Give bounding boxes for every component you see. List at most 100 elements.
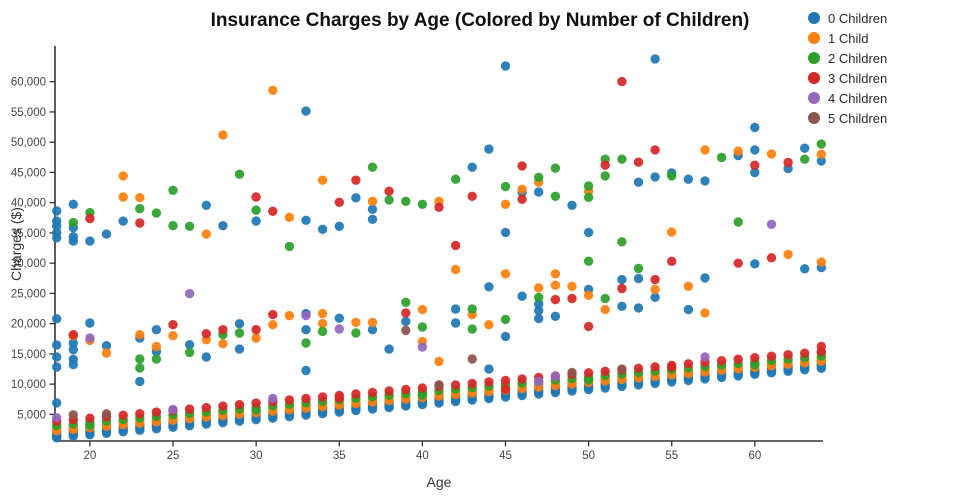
- data-point: [434, 356, 444, 367]
- data-point: [118, 171, 128, 181]
- data-point: [816, 341, 826, 352]
- data-point: [650, 172, 660, 182]
- data-point: [367, 204, 378, 214]
- y-tick-label: 45,000: [11, 167, 46, 179]
- data-point: [783, 157, 793, 168]
- legend-marker-icon: [808, 12, 820, 24]
- data-point: [617, 283, 627, 294]
- data-point: [151, 341, 162, 352]
- data-point: [218, 325, 228, 335]
- data-point: [500, 227, 511, 238]
- series-4-children: [52, 219, 777, 423]
- axes: 20 25 30 35 40 45 50 55 60 5,000 10,000 15,000 20,00…: [11, 46, 823, 462]
- data-point: [750, 353, 760, 363]
- data-point: [733, 146, 743, 156]
- data-point: [384, 386, 394, 396]
- data-point: [600, 293, 610, 304]
- data-point: [550, 269, 561, 279]
- data-point: [633, 177, 644, 187]
- data-point: [301, 338, 311, 348]
- data-point: [101, 348, 112, 358]
- data-point: [683, 359, 694, 369]
- data-point: [351, 317, 361, 328]
- data-point: [351, 328, 361, 338]
- data-point: [85, 413, 95, 423]
- data-point: [550, 294, 561, 305]
- data-point: [500, 199, 511, 209]
- data-point: [85, 318, 95, 328]
- data-point: [650, 274, 660, 285]
- data-point: [52, 352, 62, 362]
- y-tick-label: 25,000: [11, 288, 46, 300]
- data-point: [334, 197, 344, 207]
- data-point: [218, 221, 228, 231]
- legend-label: 2 Children: [828, 50, 888, 66]
- data-point: [85, 236, 95, 246]
- data-point: [800, 348, 810, 358]
- data-point: [101, 341, 112, 351]
- data-point: [700, 308, 710, 318]
- data-point: [766, 351, 777, 361]
- legend-item-5-children[interactable]: 5 Children: [808, 108, 887, 128]
- legend-item-3-children[interactable]: 3 Children: [808, 68, 887, 88]
- data-point: [68, 217, 79, 228]
- data-point: [135, 204, 145, 214]
- legend-item-2-children[interactable]: 2 Children: [808, 48, 887, 68]
- data-point: [68, 232, 79, 242]
- data-point: [800, 264, 810, 274]
- data-point: [700, 176, 710, 186]
- data-point: [567, 293, 577, 304]
- data-point: [234, 319, 245, 329]
- data-point: [750, 145, 760, 155]
- x-tick-label: 40: [416, 450, 429, 462]
- data-point: [550, 371, 561, 382]
- x-tick-label: 45: [499, 450, 512, 462]
- data-point: [301, 215, 311, 225]
- data-point: [52, 340, 62, 350]
- data-point: [617, 301, 627, 311]
- data-point: [500, 61, 511, 71]
- data-point: [766, 149, 777, 159]
- data-point: [201, 352, 211, 362]
- data-point: [251, 398, 261, 408]
- data-point: [367, 162, 378, 172]
- data-point: [783, 350, 793, 360]
- data-point: [550, 280, 561, 290]
- data-point: [517, 161, 527, 171]
- legend-item-1-child[interactable]: 1 Child: [808, 28, 887, 48]
- x-tick-label: 60: [748, 450, 761, 462]
- data-point: [168, 185, 178, 195]
- legend-item-4-children[interactable]: 4 Children: [808, 88, 887, 108]
- legend-item-0-children[interactable]: 0 Children: [808, 8, 887, 28]
- data-point: [633, 273, 644, 284]
- data-point: [517, 374, 527, 384]
- data-point: [284, 212, 295, 222]
- y-tick-label: 55,000: [11, 107, 46, 119]
- data-point: [201, 229, 211, 239]
- series-3-children: [52, 76, 826, 426]
- data-point: [268, 320, 278, 330]
- data-point: [317, 308, 328, 319]
- data-point: [633, 363, 644, 373]
- legend-marker-icon: [808, 92, 820, 104]
- data-point: [683, 304, 694, 315]
- data-point: [52, 314, 62, 324]
- legend-label: 4 Children: [828, 90, 888, 106]
- data-point: [135, 354, 145, 364]
- data-point: [151, 325, 162, 335]
- y-tick-label: 50,000: [11, 137, 46, 149]
- legend-marker-icon: [808, 72, 820, 84]
- data-point: [467, 191, 477, 201]
- y-tick-label: 10,000: [11, 379, 46, 391]
- data-point: [600, 160, 610, 170]
- x-tick-label: 25: [167, 450, 180, 462]
- data-point: [184, 347, 195, 358]
- data-point: [550, 163, 561, 173]
- data-point: [650, 54, 660, 64]
- data-point: [201, 329, 211, 339]
- data-point: [500, 331, 511, 342]
- data-point: [617, 237, 627, 247]
- data-point: [534, 292, 544, 302]
